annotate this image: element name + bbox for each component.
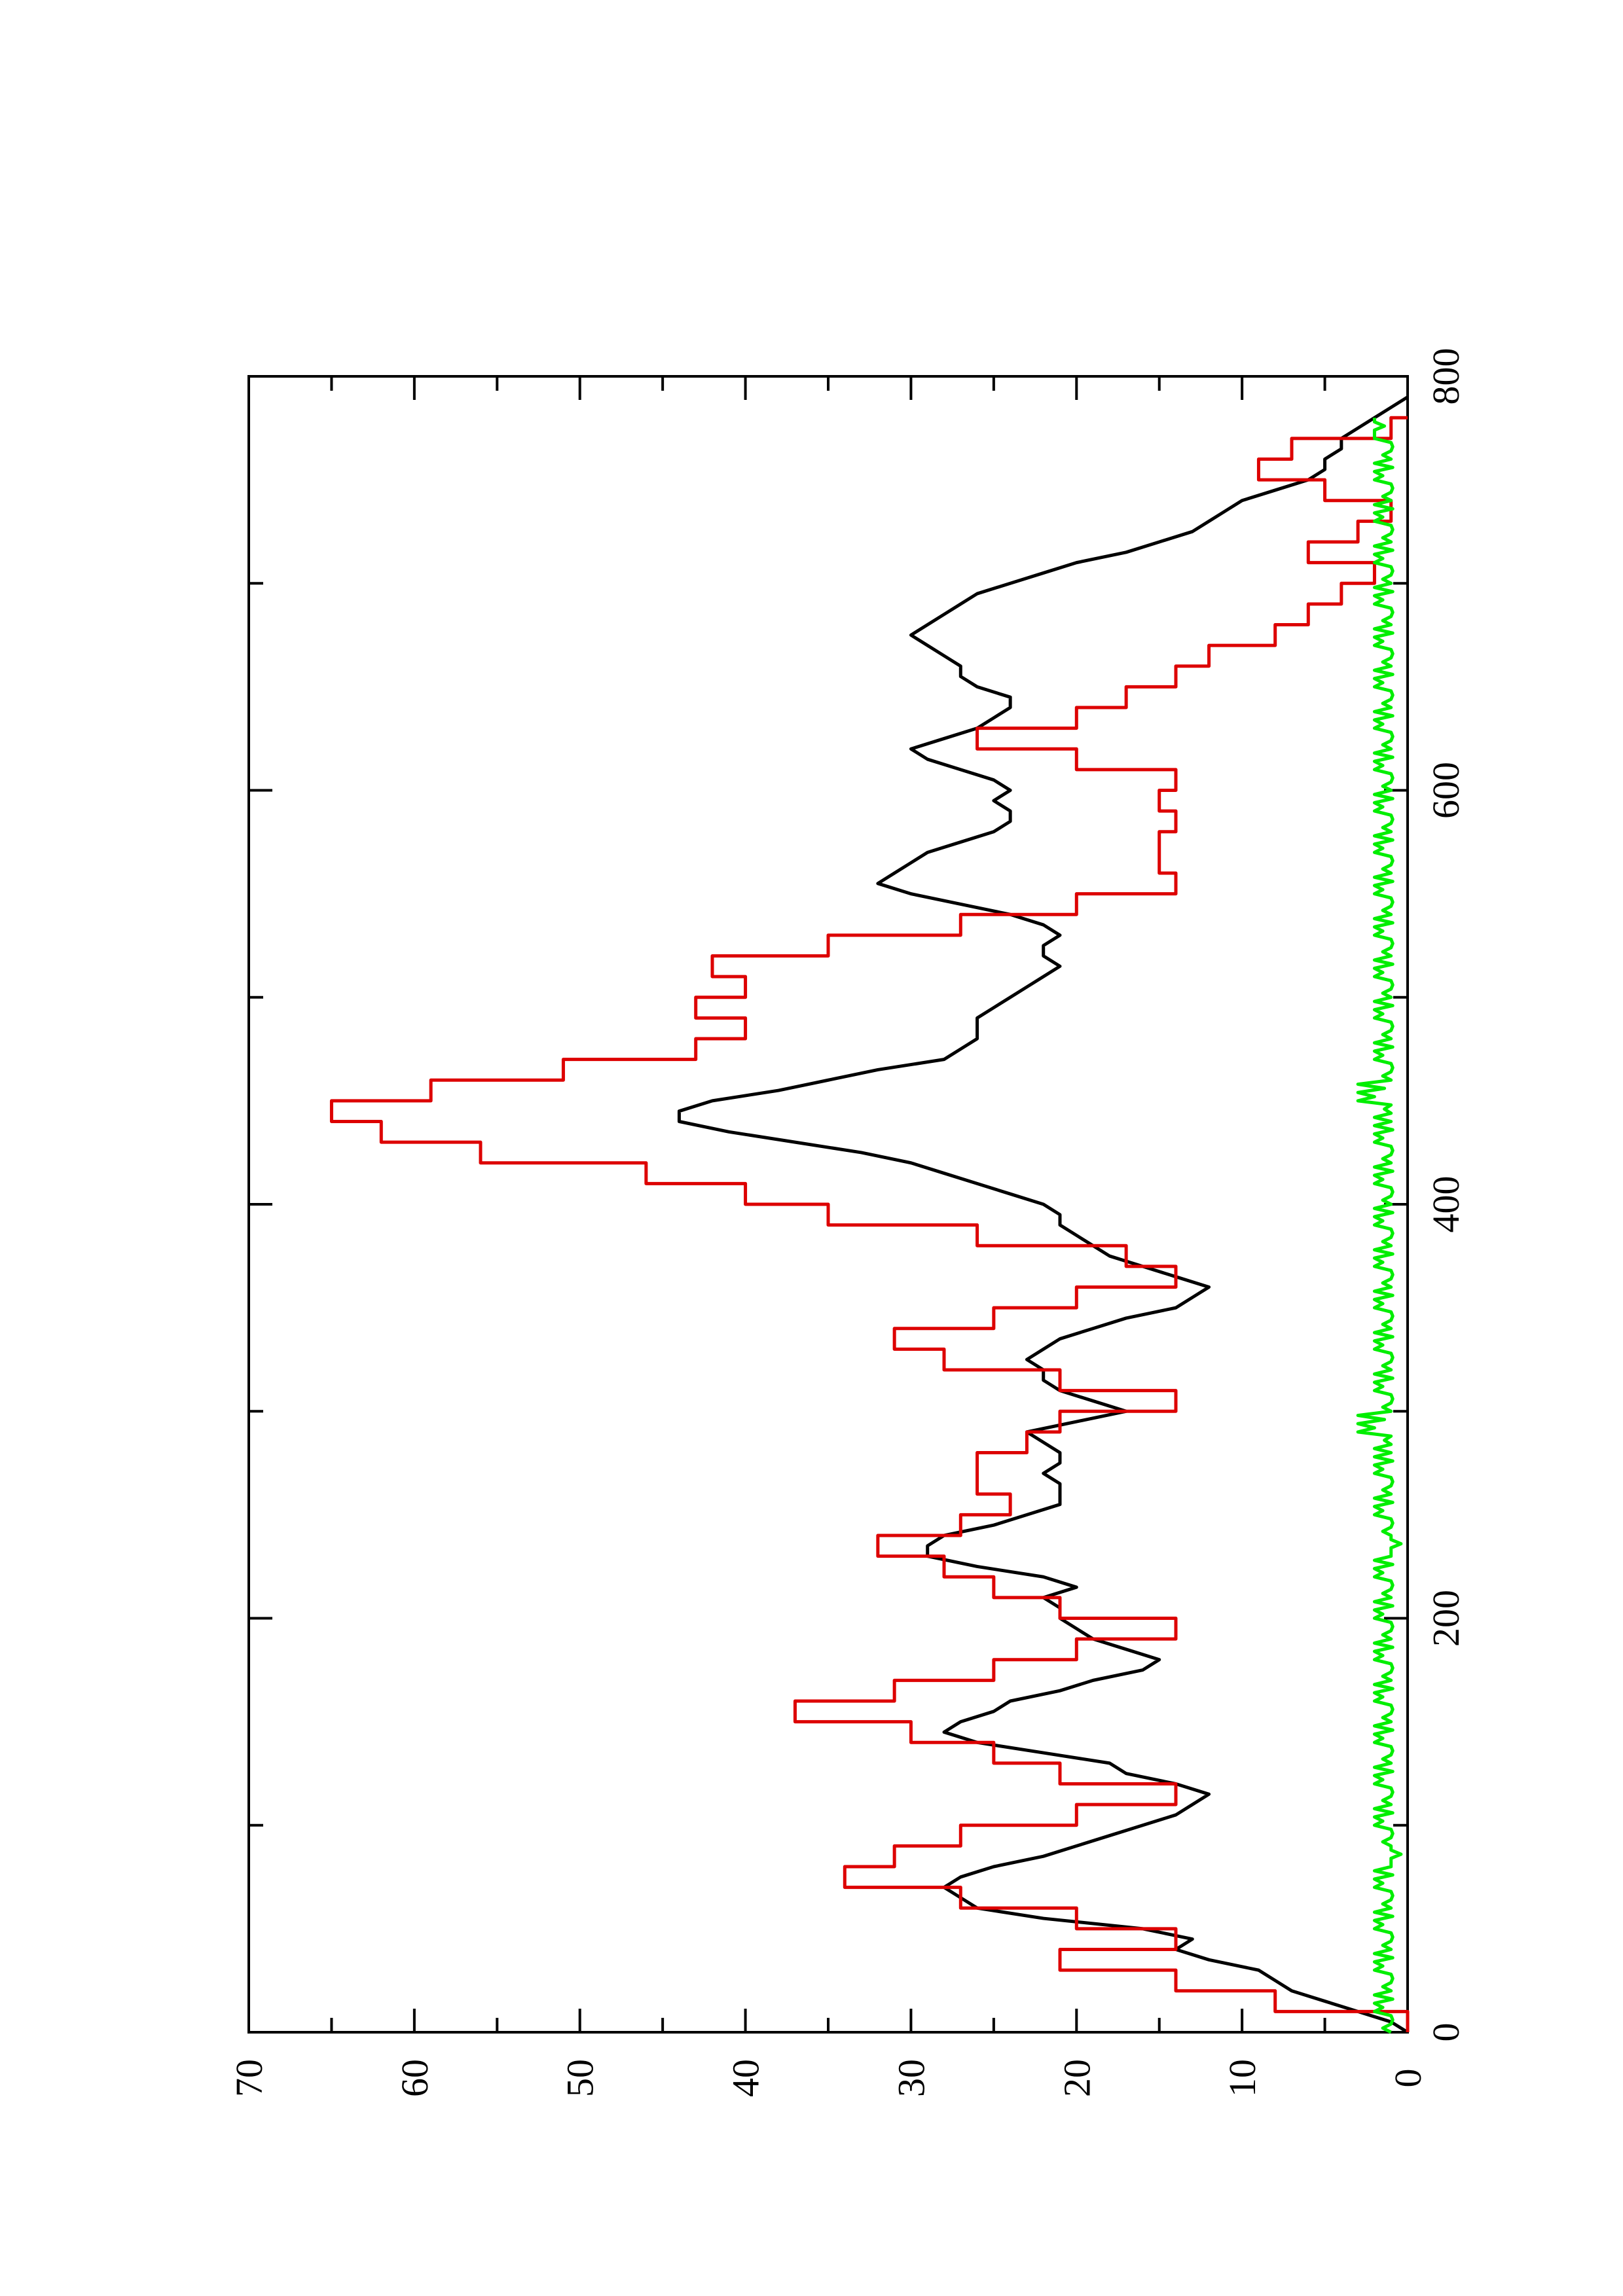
series-line-2 (329, 416, 1410, 2032)
series-line-1 (677, 395, 1409, 2034)
y-tick-label: 70 (228, 2059, 270, 2097)
x-tick-label: 0 (1425, 2023, 1467, 2042)
x-tick-label: 600 (1425, 762, 1467, 819)
series-line-3 (1356, 418, 1403, 2034)
axis-ticks (247, 375, 1409, 2034)
x-tick-label: 800 (1425, 348, 1467, 405)
y-tick-label: 0 (1387, 2069, 1429, 2088)
y-tick-label: 30 (890, 2059, 932, 2097)
y-tick-label: 60 (393, 2059, 436, 2097)
y-tick-label: 20 (1055, 2059, 1098, 2097)
series-group (329, 395, 1410, 2034)
y-tick-label: 10 (1221, 2059, 1264, 2097)
tick-labels: 0 200 400 600 800 0 10 20 30 40 50 60 70 (228, 348, 1467, 2098)
x-tick-label: 400 (1425, 1176, 1467, 1233)
y-tick-label: 50 (559, 2059, 602, 2097)
y-tick-label: 40 (725, 2059, 767, 2097)
x-tick-label: 200 (1425, 1590, 1467, 1647)
